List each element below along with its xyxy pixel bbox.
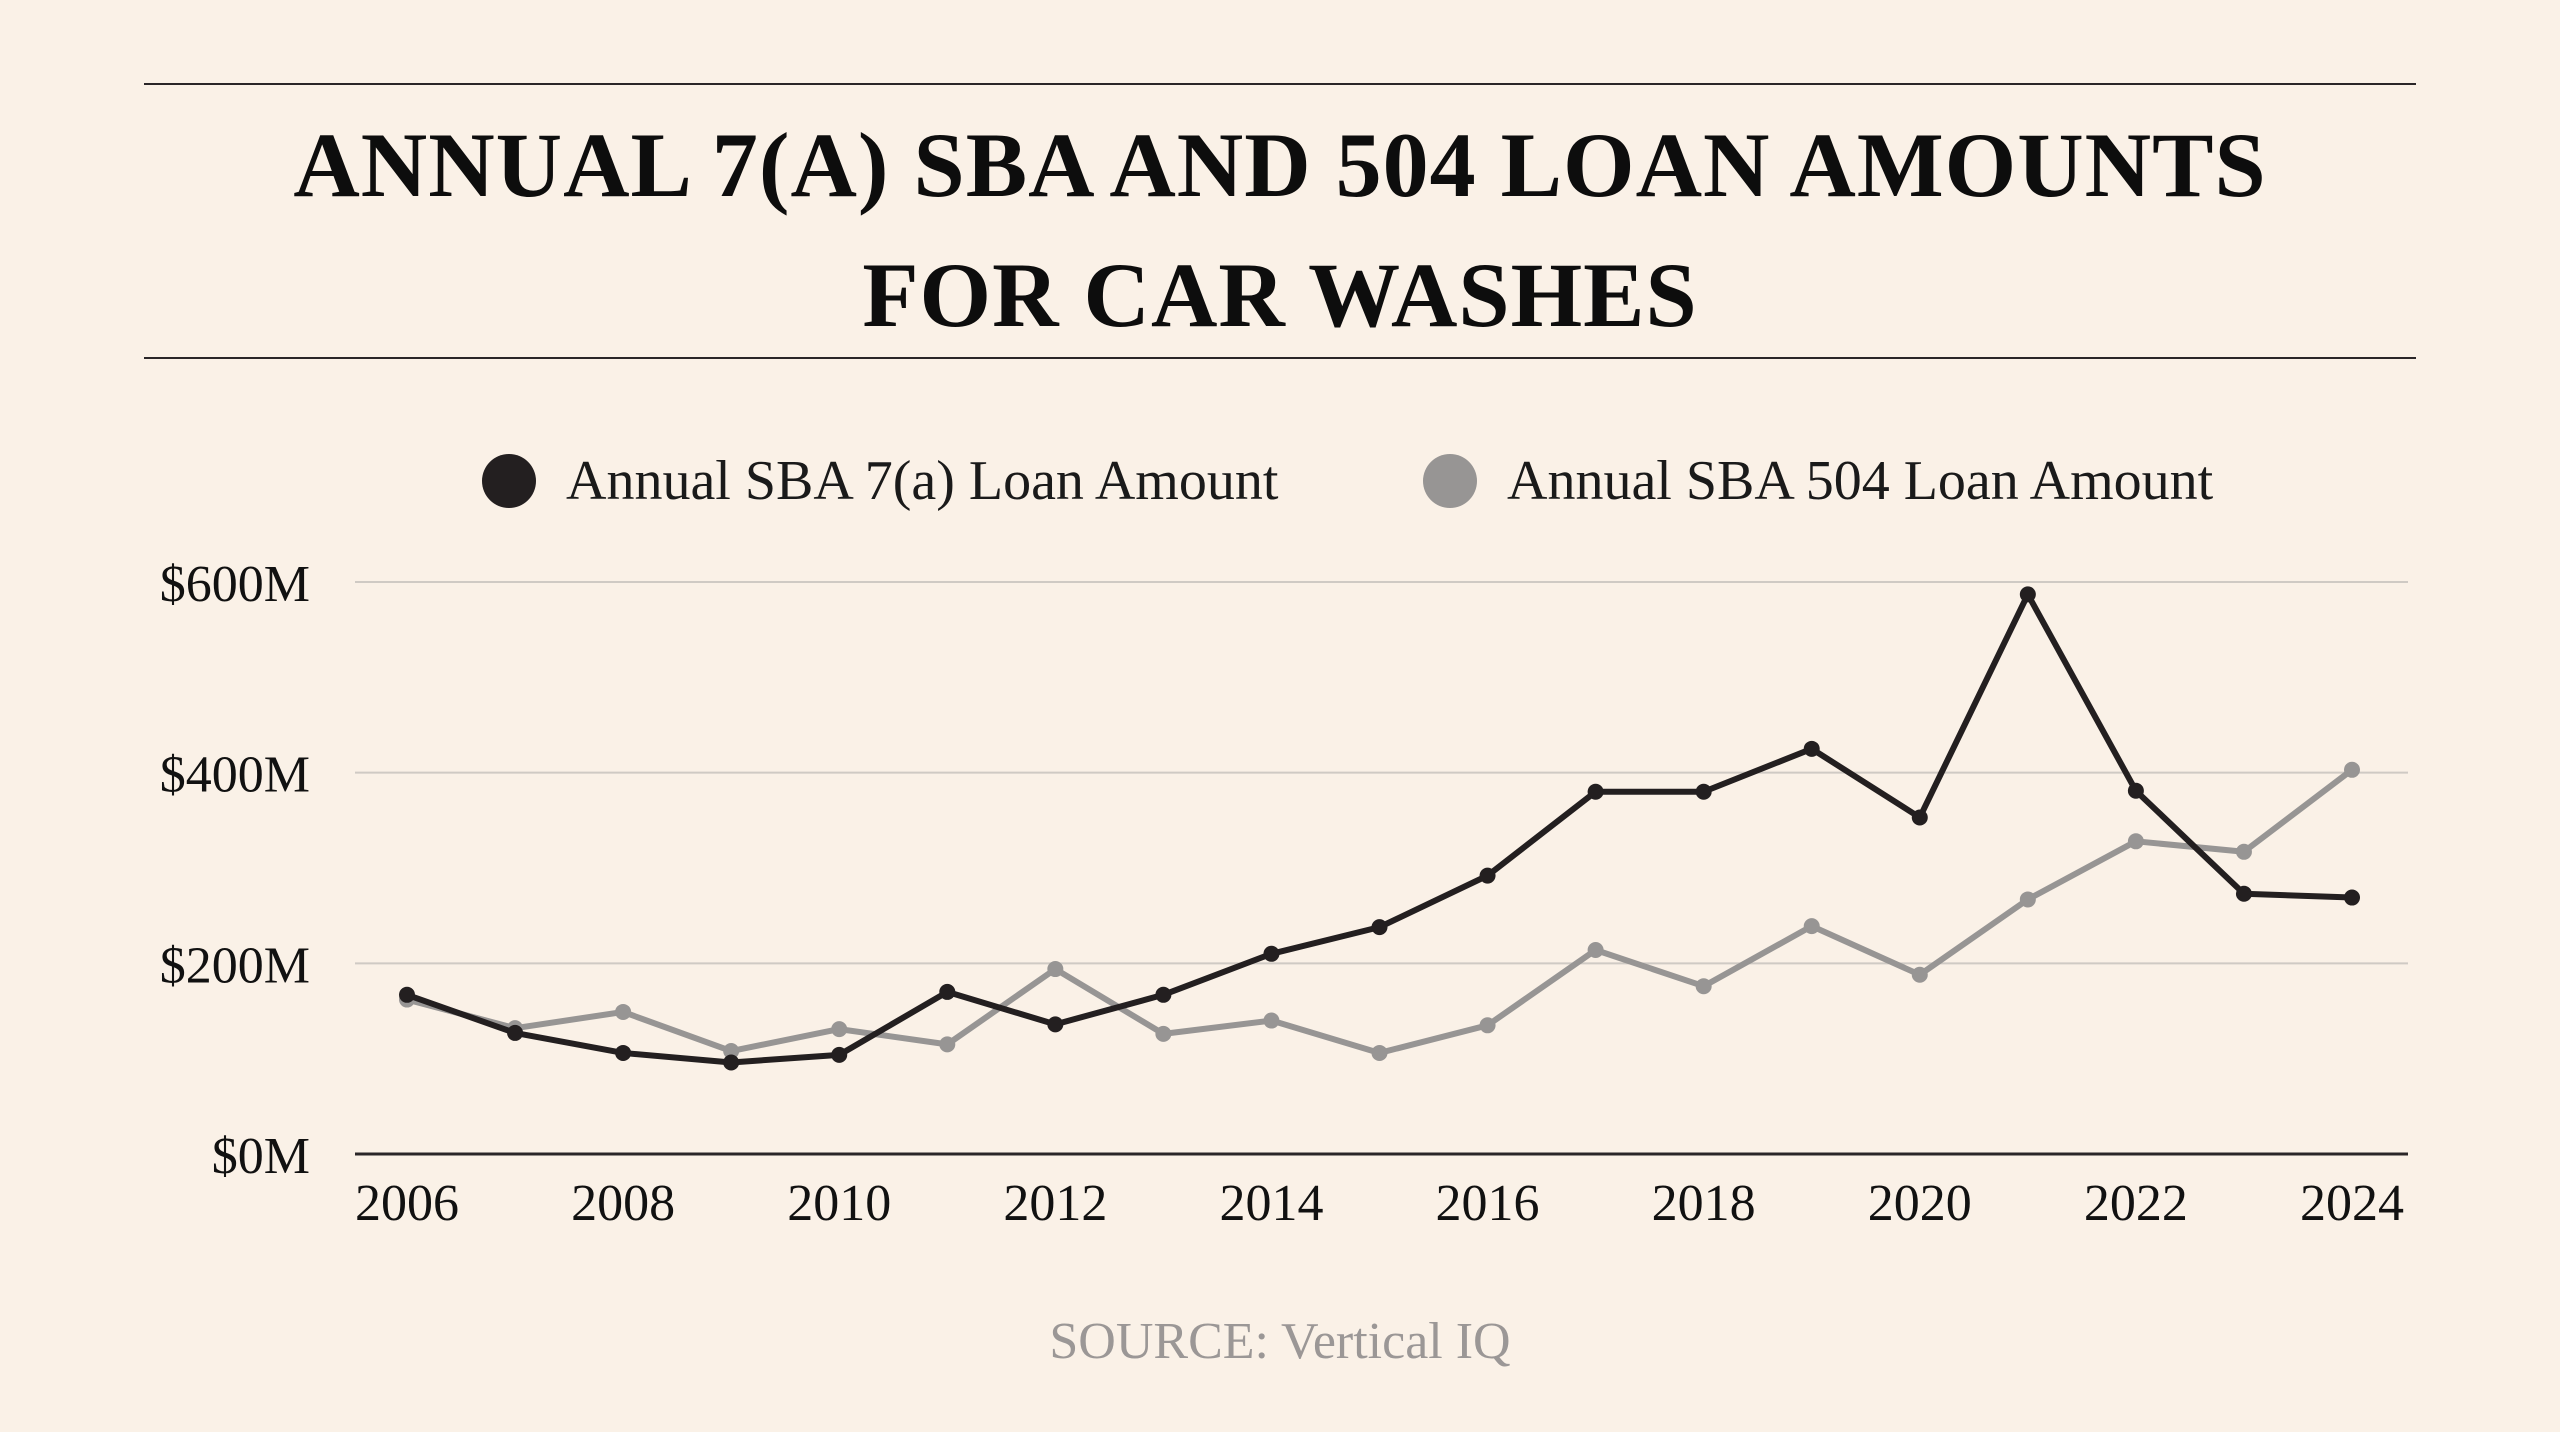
data-point-504	[1263, 1012, 1280, 1029]
data-point-7a	[507, 1024, 524, 1041]
series-line-7a	[404, 591, 2355, 1066]
source-note: SOURCE: Vertical IQ	[1049, 1313, 1511, 1370]
series-504	[399, 761, 2360, 1061]
data-point-504	[2127, 833, 2144, 850]
data-point-504	[1155, 1025, 1172, 1042]
data-point-504	[615, 1003, 632, 1020]
data-point-504	[1803, 918, 1820, 935]
data-point-7a	[939, 983, 956, 1000]
x-tick-label: 2012	[1003, 1175, 1107, 1232]
data-point-504	[1587, 941, 1604, 958]
data-point-504	[1911, 966, 1928, 983]
data-point-7a	[1155, 986, 1172, 1003]
x-tick-label: 2018	[1652, 1175, 1756, 1232]
data-point-504	[2019, 891, 2036, 908]
series-line-504	[404, 766, 2355, 1056]
data-point-7a	[2344, 889, 2360, 906]
x-tick-label: 2022	[2084, 1175, 2188, 1232]
data-point-7a	[2235, 885, 2252, 902]
series-7a	[399, 586, 2360, 1071]
data-point-504	[1479, 1017, 1496, 1034]
x-tick-label: 2024	[2300, 1175, 2404, 1232]
x-tick-labels: 2006 2008 2010 2012 2014 2016 2018 2020 2022 2024	[355, 1175, 2404, 1232]
data-point-504	[831, 1021, 848, 1038]
data-point-7a	[1803, 740, 1820, 757]
data-point-7a	[2127, 782, 2144, 799]
series-lines	[399, 586, 2360, 1071]
data-point-504	[939, 1036, 956, 1053]
data-point-504	[2235, 843, 2252, 860]
y-tick-label: $400M	[160, 747, 310, 804]
y-tick-label: $200M	[160, 937, 310, 994]
x-tick-label: 2006	[355, 1175, 459, 1232]
data-point-7a	[1263, 945, 1280, 962]
data-point-7a	[2019, 586, 2036, 603]
y-tick-label: $0M	[212, 1128, 310, 1185]
y-tick-labels: $0M $200M $400M $600M	[160, 556, 310, 1185]
data-point-7a	[1587, 783, 1604, 800]
x-tick-label: 2014	[1219, 1175, 1323, 1232]
chart-title: ANNUAL 7(A) SBA AND 504 LOAN AMOUNTS FOR…	[144, 100, 2416, 360]
data-point-7a	[1695, 783, 1712, 800]
legend-item-504: Annual SBA 504 Loan Amount	[1423, 445, 2213, 517]
data-point-504	[1695, 978, 1712, 995]
legend-marker-7a	[482, 454, 536, 508]
x-tick-label: 2020	[1868, 1175, 1972, 1232]
data-point-7a	[723, 1054, 740, 1071]
data-point-7a	[1479, 867, 1496, 884]
chart-title-line-1: ANNUAL 7(A) SBA AND 504 LOAN AMOUNTS	[293, 114, 2267, 216]
x-tick-label: 2008	[571, 1175, 675, 1232]
x-tick-label: 2016	[1436, 1175, 1540, 1232]
data-point-7a	[1047, 1016, 1064, 1033]
data-point-504	[2344, 761, 2360, 778]
data-point-7a	[1371, 919, 1388, 936]
gridlines	[355, 581, 2408, 965]
data-point-7a	[831, 1046, 848, 1063]
data-point-7a	[615, 1044, 632, 1061]
data-point-504	[1371, 1044, 1388, 1061]
data-point-7a	[399, 986, 415, 1003]
title-top-rule	[144, 83, 2416, 85]
chart-title-line-2: FOR CAR WASHES	[862, 244, 1698, 346]
data-point-504	[723, 1043, 740, 1060]
data-point-504	[1047, 961, 1064, 978]
legend-label-504: Annual SBA 504 Loan Amount	[1507, 450, 2214, 512]
x-tick-label: 2010	[787, 1175, 891, 1232]
data-point-7a	[1911, 809, 1928, 826]
legend-marker-504	[1423, 454, 1477, 508]
legend-label-7a: Annual SBA 7(a) Loan Amount	[566, 450, 1279, 512]
y-tick-label: $600M	[160, 556, 310, 613]
legend-item-7a: Annual SBA 7(a) Loan Amount	[482, 445, 1278, 517]
title-bottom-rule	[144, 357, 2416, 359]
